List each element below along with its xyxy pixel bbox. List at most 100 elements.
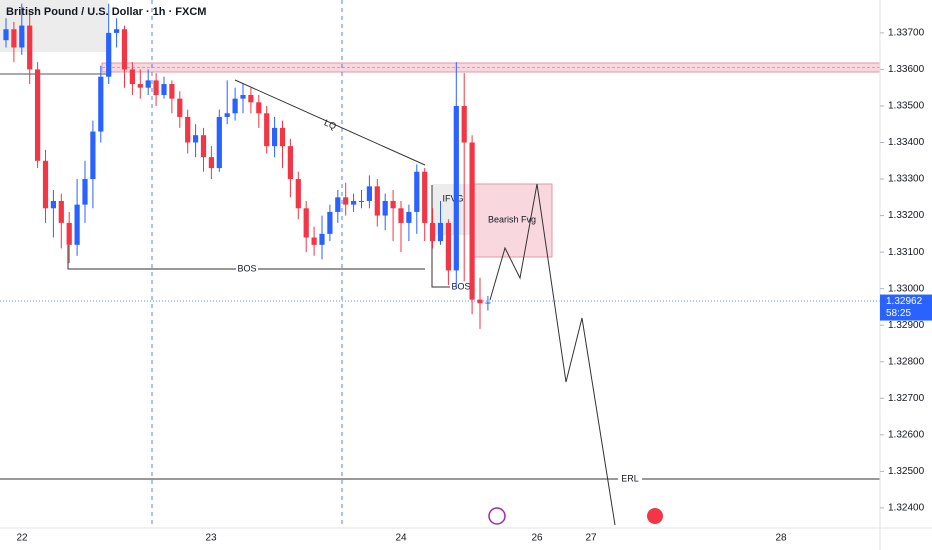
candle-body <box>272 127 278 147</box>
candle-body <box>58 200 64 223</box>
candle-body <box>90 131 96 180</box>
candle-body <box>422 171 428 223</box>
candle-body <box>27 25 33 70</box>
candle-body <box>295 179 301 209</box>
y-tick-label: 1.33500 <box>888 101 925 112</box>
candle-body <box>469 142 475 300</box>
x-tick-label: 24 <box>395 533 407 544</box>
candle-body <box>248 95 254 103</box>
candle-body <box>390 200 396 209</box>
x-tick-label: 26 <box>531 533 543 544</box>
candle-body <box>3 29 9 41</box>
bos-label: BOS <box>451 281 470 291</box>
candle-body <box>256 102 262 114</box>
y-tick-label: 1.33000 <box>888 283 925 294</box>
candle-body <box>161 84 167 96</box>
lq-label: LQ <box>323 117 338 131</box>
candle-body <box>287 146 293 180</box>
candle-body <box>453 105 459 271</box>
label-bg <box>618 473 642 485</box>
candle-body <box>485 302 491 304</box>
ifvg-label: IFVG <box>442 193 463 203</box>
candle-body <box>66 222 72 245</box>
candle-body <box>240 95 246 99</box>
candle-body <box>121 29 128 70</box>
candle-body <box>145 80 151 88</box>
candle-body <box>398 208 404 223</box>
candle-body <box>327 211 333 234</box>
candle-body <box>319 233 325 245</box>
y-tick-label: 1.33600 <box>888 64 925 75</box>
zone <box>0 0 108 52</box>
candle-body <box>264 113 270 147</box>
y-tick-label: 1.32800 <box>888 356 925 367</box>
candle-body <box>193 135 199 143</box>
x-tick-label: 27 <box>585 533 597 544</box>
event-icon[interactable] <box>488 507 506 525</box>
y-tick-label: 1.32400 <box>888 503 925 514</box>
countdown-label: 58:25 <box>886 308 911 319</box>
candle-body <box>279 127 286 147</box>
candle-body <box>414 171 420 212</box>
candle-body <box>177 98 183 117</box>
bos-label: BOS <box>237 263 256 273</box>
candle-body <box>477 299 483 304</box>
y-tick-label: 1.32700 <box>888 393 925 404</box>
y-tick-label: 1.33200 <box>888 210 925 221</box>
candle-body <box>114 29 120 33</box>
projection-path <box>489 183 616 526</box>
erl-label: ERL <box>621 473 639 483</box>
candle-body <box>343 197 349 205</box>
y-tick-label: 1.32600 <box>888 429 925 440</box>
candle-body <box>335 197 341 212</box>
x-tick-label: 22 <box>16 533 28 544</box>
candle-body <box>216 116 222 169</box>
candle-body <box>303 208 309 238</box>
candle-body <box>82 179 88 205</box>
y-tick-label: 1.33700 <box>888 28 925 39</box>
bos-line <box>67 245 425 270</box>
candle-body <box>461 105 467 143</box>
lq-line <box>234 79 426 166</box>
event-icon[interactable] <box>647 508 663 524</box>
candle-body <box>35 69 41 161</box>
candle-body <box>50 200 56 209</box>
candle-body <box>311 237 317 245</box>
y-tick-label: 1.33300 <box>888 174 925 185</box>
last-price-label: 1.32962 <box>886 296 923 307</box>
candle-body <box>200 135 207 158</box>
candle-body <box>129 69 135 85</box>
candle-body <box>232 98 238 114</box>
candle-body <box>42 160 49 209</box>
label-bg <box>236 263 258 275</box>
candle-body <box>169 84 175 99</box>
candle-body <box>137 84 143 88</box>
label-bg <box>450 281 472 293</box>
candle-body <box>224 113 230 117</box>
last-price-tag <box>880 294 932 321</box>
candle-body <box>185 116 191 143</box>
candle-body <box>445 222 451 271</box>
candle-body <box>358 200 365 202</box>
candle-body <box>406 211 412 223</box>
candle-body <box>74 204 80 245</box>
y-tick-label: 1.33400 <box>888 137 925 148</box>
candle-body <box>374 186 380 216</box>
candle-body <box>366 186 372 201</box>
x-tick-label: 23 <box>205 533 217 544</box>
fvg-label: Bearish Fvg <box>488 214 536 224</box>
candle-body <box>437 222 444 242</box>
candle-body <box>153 80 159 96</box>
x-tick-label: 28 <box>775 533 787 544</box>
y-tick-label: 1.32900 <box>888 320 925 331</box>
chart-title: British Pound / U.S. Dollar · 1h · FXCM <box>6 6 206 18</box>
y-tick-label: 1.32500 <box>888 466 925 477</box>
candle-body <box>430 222 436 242</box>
candle-body <box>98 76 104 132</box>
candle-body <box>19 25 25 48</box>
candle-body <box>11 29 17 48</box>
candle-body <box>382 200 388 216</box>
candle-body <box>208 157 214 169</box>
candle-body <box>351 200 357 205</box>
